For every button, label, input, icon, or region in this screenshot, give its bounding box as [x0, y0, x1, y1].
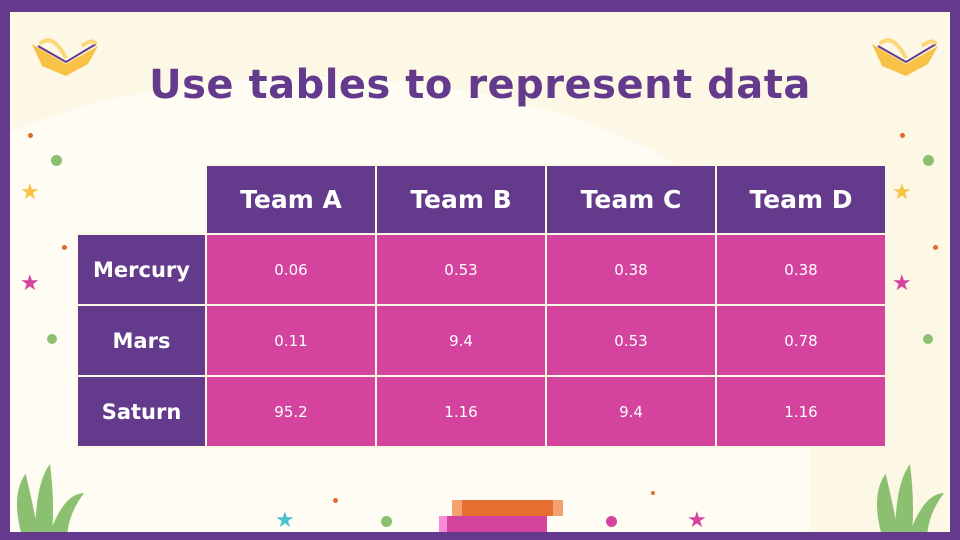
star-icon: ★: [275, 508, 295, 532]
plant-icon: [16, 464, 84, 532]
page-title: Use tables to represent data: [149, 62, 811, 108]
dot-decoration: [923, 155, 934, 166]
star-icon: ★: [892, 271, 912, 296]
table-row: Mars 0.11 9.4 0.53 0.78: [76, 304, 887, 377]
column-header: Team B: [375, 164, 547, 235]
table-header-row: Team A Team B Team C Team D: [77, 164, 887, 235]
table-row: Mercury 0.06 0.53 0.38 0.38: [76, 233, 887, 306]
star-icon: ★: [20, 180, 40, 205]
dot-decoration: [333, 498, 338, 503]
star-icon: ★: [20, 271, 40, 296]
book-stack-icon: [452, 500, 563, 516]
table-cell: 9.4: [545, 375, 717, 448]
star-icon: ★: [687, 508, 707, 532]
table-cell: 0.53: [545, 304, 717, 377]
table-cell: 0.38: [715, 233, 887, 306]
dot-decoration: [933, 245, 938, 250]
column-header: Team C: [545, 164, 717, 235]
dot-decoration: [606, 516, 617, 527]
dot-decoration: [28, 133, 33, 138]
row-header: Mercury: [76, 233, 207, 306]
data-table: Team A Team B Team C Team D Mercury 0.06…: [76, 164, 887, 448]
table-cell: 0.53: [375, 233, 547, 306]
star-icon: ★: [892, 180, 912, 205]
table-cell: 0.06: [205, 233, 377, 306]
book-stack-icon: [439, 516, 547, 532]
dot-decoration: [923, 334, 933, 344]
table-cell: 9.4: [375, 304, 547, 377]
dot-decoration: [900, 133, 905, 138]
table-cell: 0.38: [545, 233, 717, 306]
dot-decoration: [51, 155, 62, 166]
dot-decoration: [62, 245, 67, 250]
dot-decoration: [381, 516, 392, 527]
plant-icon: [876, 464, 944, 532]
table-cell: 1.16: [715, 375, 887, 448]
row-header: Saturn: [76, 375, 207, 448]
open-book-icon: [872, 38, 938, 76]
row-header: Mars: [76, 304, 207, 377]
table-cell: 0.78: [715, 304, 887, 377]
open-book-icon: [32, 38, 98, 76]
slide: Use tables to represent data Team A Team…: [10, 12, 950, 532]
dot-decoration: [651, 491, 655, 495]
dot-decoration: [47, 334, 57, 344]
table-cell: 0.11: [205, 304, 377, 377]
column-header: Team A: [205, 164, 377, 235]
column-header: Team D: [715, 164, 887, 235]
table-corner: [77, 165, 206, 234]
table-cell: 95.2: [205, 375, 377, 448]
table-row: Saturn 95.2 1.16 9.4 1.16: [76, 375, 887, 448]
table-cell: 1.16: [375, 375, 547, 448]
